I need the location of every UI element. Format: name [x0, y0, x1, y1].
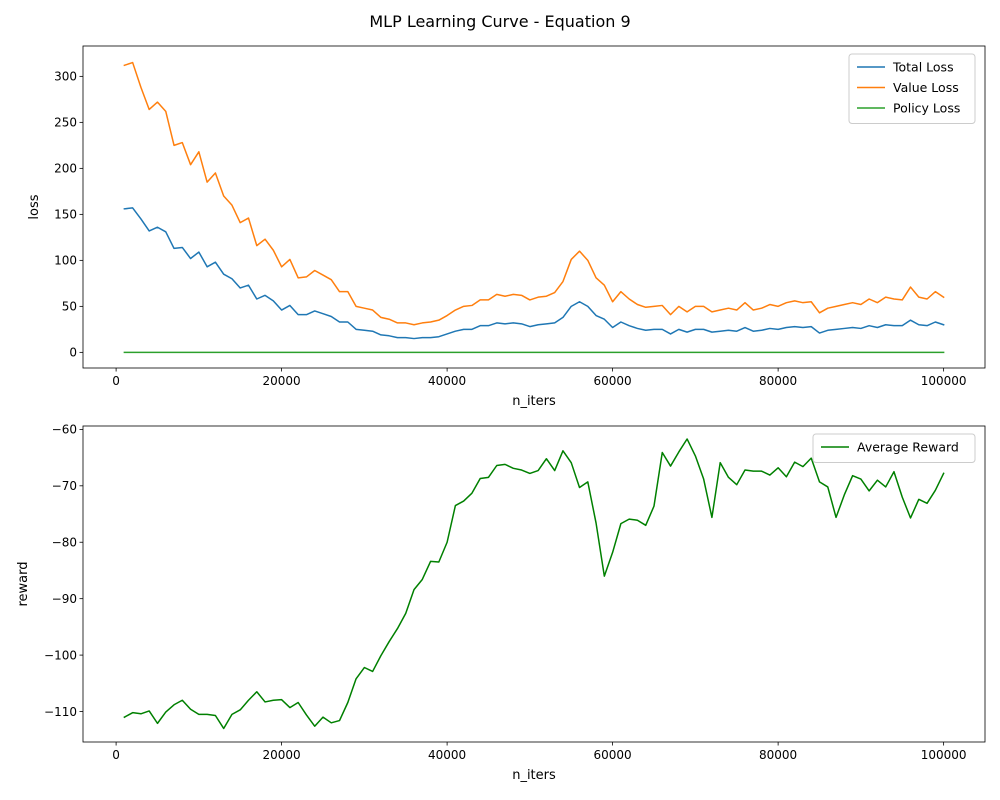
loss-x-tick-label: 80000 — [759, 374, 797, 388]
loss-legend-box — [848, 53, 976, 124]
loss-x-tick-label: 20000 — [263, 374, 301, 388]
reward-y-tick-label: −70 — [52, 479, 77, 493]
loss-x-tick-label: 60000 — [594, 374, 632, 388]
reward-x-tick-label: 100000 — [921, 748, 967, 762]
loss-y-tick-label: 300 — [54, 70, 77, 84]
loss-x-tick-label: 40000 — [428, 374, 466, 388]
loss-y-tick-label: 200 — [54, 162, 77, 176]
figure-title: MLP Learning Curve - Equation 9 — [369, 12, 631, 31]
loss-x-axis-label: n_iters — [512, 394, 556, 409]
loss-y-tick-label: 50 — [62, 300, 77, 314]
reward-y-tick-label: −110 — [44, 705, 77, 719]
reward-x-axis-label: n_iters — [512, 768, 556, 783]
reward-x-tick-label: 80000 — [759, 748, 797, 762]
loss-y-tick-label: 0 — [69, 346, 77, 360]
reward-x-tick-label: 40000 — [428, 748, 466, 762]
reward-y-tick-label: −100 — [44, 648, 77, 662]
reward-x-tick-label: 60000 — [594, 748, 632, 762]
reward-y-tick-label: −60 — [52, 423, 77, 437]
loss-subplot: 0 20000 40000 60000 80000 100000 0 50 100 150 200 2… — [27, 45, 986, 409]
reward-series-line-average-reward — [123, 438, 945, 730]
reward-legend-label: Average Reward — [857, 440, 959, 455]
loss-y-tick-label: 150 — [54, 208, 77, 222]
loss-y-tick-label: 250 — [54, 116, 77, 130]
loss-series-line-total-loss — [123, 207, 945, 340]
loss-series-line-value-loss — [123, 61, 945, 326]
loss-legend-label: Value Loss — [893, 80, 959, 95]
reward-y-tick-label: −90 — [52, 592, 77, 606]
reward-y-axis-label: reward — [16, 561, 31, 606]
loss-y-tick-label: 100 — [54, 254, 77, 268]
loss-axes-frame — [82, 45, 986, 369]
loss-legend-label: Total Loss — [892, 60, 954, 75]
loss-x-tick-label: 100000 — [921, 374, 967, 388]
loss-legend-label: Policy Loss — [893, 101, 960, 116]
loss-x-tick-label: 0 — [112, 374, 120, 388]
reward-y-tick-label: −80 — [52, 536, 77, 550]
reward-subplot: 0 20000 40000 60000 80000 100000 −110 −100 −90 −8… — [16, 423, 986, 783]
reward-x-tick-label: 0 — [112, 748, 120, 762]
reward-x-tick-label: 20000 — [263, 748, 301, 762]
reward-axes-frame — [82, 425, 986, 743]
loss-y-axis-label: loss — [27, 194, 42, 219]
reward-legend-box — [812, 433, 976, 463]
